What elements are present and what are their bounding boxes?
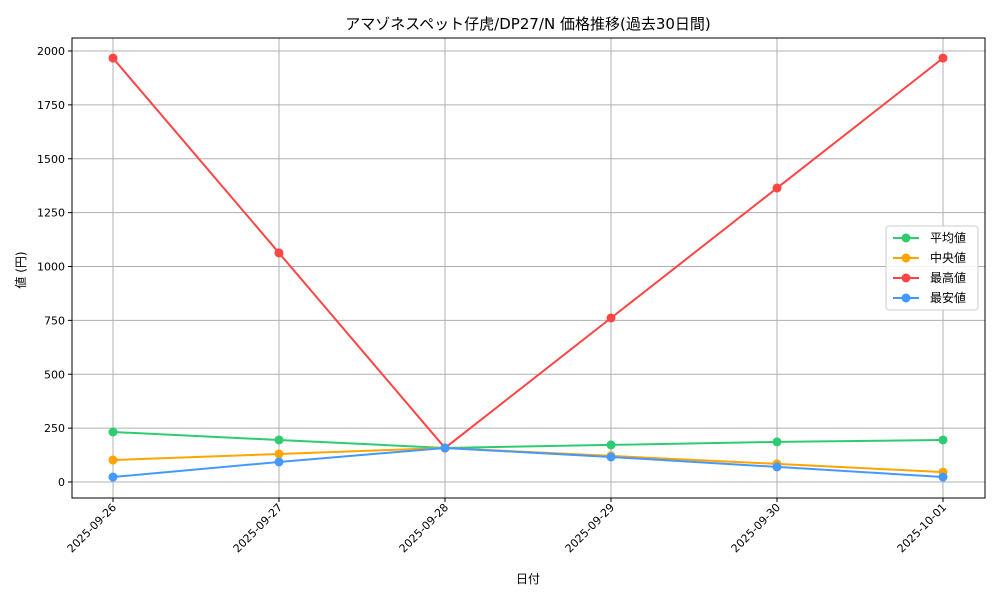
- data-point: [108, 472, 118, 482]
- y-axis: 0 250 500 750 1000 1250 1500 1750 2000: [37, 45, 72, 489]
- data-point: [772, 462, 782, 472]
- legend-marker: [901, 253, 911, 263]
- y-tick-label: 500: [44, 368, 65, 381]
- y-tick-label: 1500: [37, 153, 65, 166]
- series-line-0: [112, 431, 944, 449]
- legend-marker: [901, 293, 911, 303]
- legend-label: 最高値: [930, 270, 966, 285]
- legend-label: 平均値: [930, 230, 966, 245]
- y-tick-label: 1250: [37, 207, 65, 220]
- plot-frame: [71, 37, 986, 499]
- x-axis-label: 日付: [516, 572, 540, 586]
- y-tick-label: 250: [44, 422, 65, 435]
- y-axis-label: 値 (円): [13, 251, 28, 288]
- grid: [72, 38, 985, 498]
- x-tick-label: 2025-09-30: [729, 501, 783, 555]
- data-point: [108, 53, 118, 63]
- data-point: [606, 313, 616, 323]
- series-line-3: [112, 446, 944, 479]
- legend-marker: [901, 233, 911, 243]
- x-tick-label: 2025-09-27: [231, 501, 285, 555]
- data-point: [772, 183, 782, 193]
- x-tick-label: 2025-10-01: [895, 501, 949, 555]
- legend-label: 最安値: [930, 290, 966, 305]
- series-line-2: [112, 57, 944, 450]
- legend-marker: [901, 273, 911, 283]
- data-point: [606, 452, 616, 462]
- data-point: [772, 437, 782, 447]
- data-point: [938, 472, 948, 482]
- y-tick-label: 0: [58, 476, 65, 489]
- x-tick-label: 2025-09-26: [65, 501, 119, 555]
- data-point: [274, 449, 284, 459]
- series-group: [108, 53, 948, 482]
- data-point: [108, 455, 118, 465]
- data-point: [274, 457, 284, 467]
- data-point: [938, 435, 948, 445]
- x-tick-label: 2025-09-29: [563, 501, 617, 555]
- y-tick-label: 750: [44, 314, 65, 327]
- y-tick-label: 2000: [37, 45, 65, 58]
- data-point: [274, 435, 284, 445]
- data-point: [938, 53, 948, 63]
- x-axis: 2025-09-26 2025-09-27 2025-09-28 2025-09-29…: [65, 498, 949, 555]
- data-point: [108, 427, 118, 437]
- legend-box: [885, 225, 979, 311]
- x-tick-label: 2025-09-28: [397, 501, 451, 555]
- y-tick-label: 1750: [37, 99, 65, 112]
- data-point: [606, 440, 616, 450]
- y-tick-label: 1000: [37, 261, 65, 274]
- legend-label: 中央値: [930, 250, 966, 265]
- data-point: [274, 248, 284, 258]
- chart-title: アマゾネスペット仔虎/DP27/N 価格推移(過去30日間): [345, 15, 711, 33]
- data-point: [440, 443, 450, 453]
